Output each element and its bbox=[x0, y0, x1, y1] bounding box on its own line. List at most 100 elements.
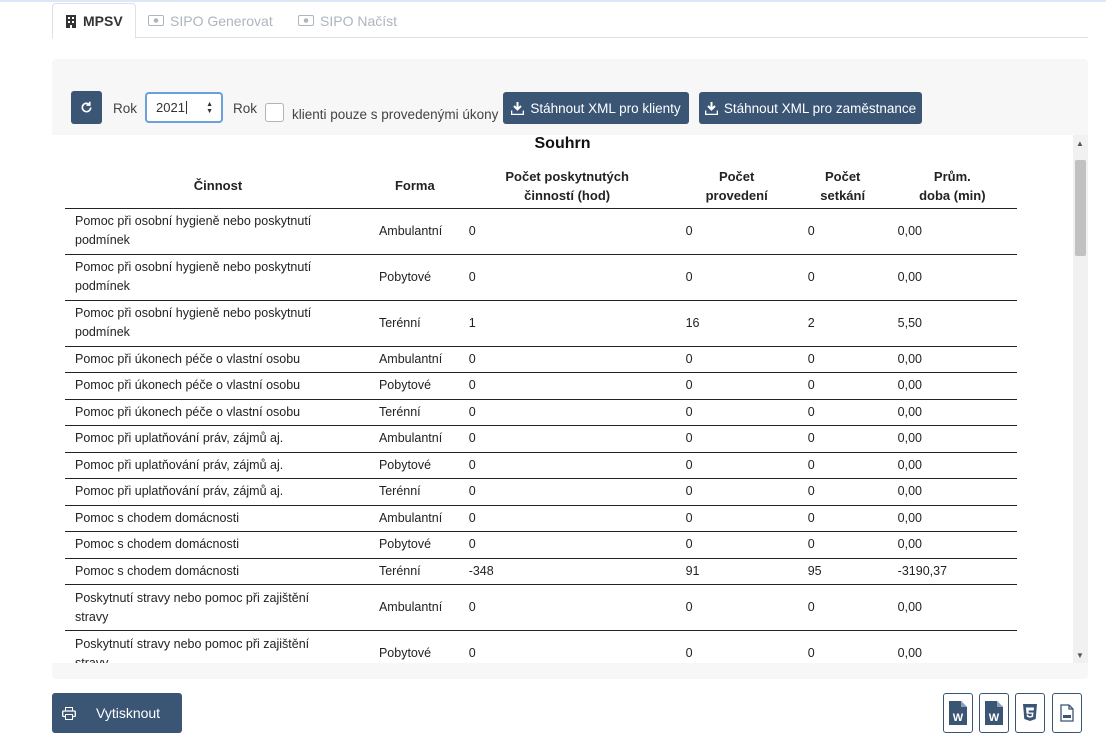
table-cell: 0 bbox=[797, 399, 888, 426]
table-cell: Pobytové bbox=[370, 372, 459, 400]
table-cell: 0 bbox=[797, 346, 888, 373]
table-cell: 0 bbox=[797, 584, 888, 631]
column-header[interactable]: Prům. doba (min) bbox=[887, 164, 1017, 209]
year-label: Rok bbox=[113, 101, 138, 116]
table-cell: Pomoc při osobní hygieně nebo poskytnutí… bbox=[65, 300, 371, 347]
refresh-button[interactable] bbox=[71, 91, 102, 124]
table-cell: 0 bbox=[675, 399, 798, 426]
column-header[interactable]: Počet poskytnutých činností (hod) bbox=[458, 164, 676, 209]
table-cell: Poskytnutí stravy nebo pomoc při zajiště… bbox=[65, 584, 371, 631]
table-cell: 0 bbox=[458, 505, 676, 532]
table-cell: 95 bbox=[797, 558, 888, 585]
table-cell: Pomoc s chodem domácnosti bbox=[65, 558, 371, 585]
table-cell: Pomoc při uplatňování práv, zájmů aj. bbox=[65, 478, 371, 506]
table-cell: 0 bbox=[458, 478, 676, 506]
tab-sipo-nacist[interactable]: SIPO Načíst bbox=[286, 3, 409, 38]
table-row: Pomoc při uplatňování práv, zájmů aj. Pob… bbox=[65, 452, 1017, 479]
table-scrollbar[interactable]: ▲ ▼ bbox=[1073, 135, 1088, 663]
pdf-icon bbox=[1060, 704, 1074, 722]
table-cell: 0 bbox=[458, 399, 676, 426]
table-cell: Pobytové bbox=[370, 254, 459, 301]
table-cell: 0 bbox=[675, 531, 798, 559]
table-cell: 0 bbox=[458, 254, 676, 301]
table-row: Pomoc s chodem domácnosti Ambulantní 0 0 0 0,… bbox=[65, 505, 1017, 532]
table-cell: Terénní bbox=[370, 300, 459, 347]
table-cell: 0 bbox=[797, 505, 888, 532]
table-cell: 0 bbox=[797, 425, 888, 453]
download-icon bbox=[511, 101, 525, 115]
tab-sipo-generovat[interactable]: SIPO Generovat bbox=[136, 3, 285, 38]
table-cell: 0,00 bbox=[887, 425, 1017, 453]
table-cell: 0 bbox=[797, 372, 888, 400]
table-cell: Pomoc při úkonech péče o vlastní osobu bbox=[65, 372, 371, 400]
printer-icon bbox=[62, 706, 76, 720]
tab-label: SIPO Generovat bbox=[170, 12, 273, 29]
column-header[interactable]: Forma bbox=[370, 164, 459, 209]
checkbox-label: klienti pouze s provedenými úkony bbox=[292, 107, 499, 122]
table-cell: Pobytové bbox=[370, 630, 459, 663]
clients-checkbox[interactable] bbox=[265, 103, 284, 122]
table-cell: 0 bbox=[675, 208, 798, 255]
table-cell: Pomoc při uplatňování práv, zájmů aj. bbox=[65, 452, 371, 479]
top-border bbox=[0, 0, 1106, 2]
refresh-icon bbox=[81, 101, 92, 113]
table-cell: 0 bbox=[797, 452, 888, 479]
table-cell: 0,00 bbox=[887, 346, 1017, 373]
year-value: 2021 bbox=[156, 100, 185, 115]
table-cell: Pobytové bbox=[370, 531, 459, 559]
tab-mpsv[interactable]: MPSV bbox=[52, 3, 136, 39]
html5-icon bbox=[1023, 704, 1037, 721]
table-cell: 0 bbox=[458, 452, 676, 479]
export-word-button[interactable]: W bbox=[943, 693, 973, 733]
table-cell: 0,00 bbox=[887, 584, 1017, 631]
table-cell: Poskytnutí stravy nebo pomoc při zajiště… bbox=[65, 630, 371, 663]
table-cell: 0,00 bbox=[887, 505, 1017, 532]
table-cell: 0 bbox=[675, 452, 798, 479]
download-clients-button[interactable]: Stáhnout XML pro klienty bbox=[503, 92, 689, 124]
scroll-thumb[interactable] bbox=[1075, 160, 1086, 256]
tab-bar: MPSV SIPO Generovat SIPO Načíst bbox=[52, 3, 1088, 39]
table-cell: Pomoc při uplatňování práv, zájmů aj. bbox=[65, 425, 371, 453]
column-header[interactable]: Činnost bbox=[65, 164, 371, 209]
table-cell: 0,00 bbox=[887, 372, 1017, 400]
table-cell: 5,50 bbox=[887, 300, 1017, 347]
scroll-up-arrow[interactable]: ▲ bbox=[1076, 139, 1084, 148]
table-cell: 0 bbox=[458, 372, 676, 400]
table-cell: Pobytové bbox=[370, 452, 459, 479]
print-button[interactable]: Vytisknout bbox=[52, 693, 182, 733]
table-cell: 0 bbox=[675, 254, 798, 301]
table-cell: 0 bbox=[797, 254, 888, 301]
summary-table: Činnost Forma Počet poskytnutých činnost… bbox=[65, 164, 1017, 663]
scroll-down-arrow[interactable]: ▼ bbox=[1076, 651, 1084, 660]
download-icon bbox=[704, 101, 718, 115]
table-cell: 0 bbox=[458, 584, 676, 631]
export-html-button[interactable] bbox=[1015, 693, 1045, 733]
table-cell: 0 bbox=[458, 531, 676, 559]
svg-text:W: W bbox=[953, 712, 964, 724]
table-cell: 0 bbox=[675, 372, 798, 400]
table-cell: 0 bbox=[675, 346, 798, 373]
column-header[interactable]: Počet provedení bbox=[675, 164, 798, 209]
table-cell: 0,00 bbox=[887, 208, 1017, 255]
export-word-alt-button[interactable]: W bbox=[979, 693, 1009, 733]
year-input[interactable]: 2021 ▲ ▼ bbox=[145, 92, 223, 123]
table-row: Pomoc s chodem domácnosti Terénní -348 91 95… bbox=[65, 558, 1017, 585]
print-label: Vytisknout bbox=[96, 705, 161, 721]
table-cell: 0 bbox=[675, 505, 798, 532]
year-stepper[interactable]: ▲ ▼ bbox=[206, 101, 213, 115]
word-icon: W bbox=[985, 701, 1003, 725]
table-cell: -3190,37 bbox=[887, 558, 1017, 585]
table-cell: 2 bbox=[797, 300, 888, 347]
table-cell: Ambulantní bbox=[370, 425, 459, 453]
download-employees-button[interactable]: Stáhnout XML pro zaměstnance bbox=[699, 92, 922, 124]
table-cell: Pomoc při osobní hygieně nebo poskytnutí… bbox=[65, 254, 371, 301]
table-row: Poskytnutí stravy nebo pomoc při zajiště… bbox=[65, 630, 1017, 663]
tab-label: MPSV bbox=[83, 13, 123, 29]
table-cell: 0,00 bbox=[887, 254, 1017, 301]
table-cell: Ambulantní bbox=[370, 505, 459, 532]
table-cell: Ambulantní bbox=[370, 208, 459, 255]
export-pdf-button[interactable] bbox=[1052, 693, 1082, 733]
column-header[interactable]: Počet setkání bbox=[797, 164, 888, 209]
download-clients-label: Stáhnout XML pro klienty bbox=[530, 100, 681, 116]
svg-text:W: W bbox=[989, 712, 1000, 724]
